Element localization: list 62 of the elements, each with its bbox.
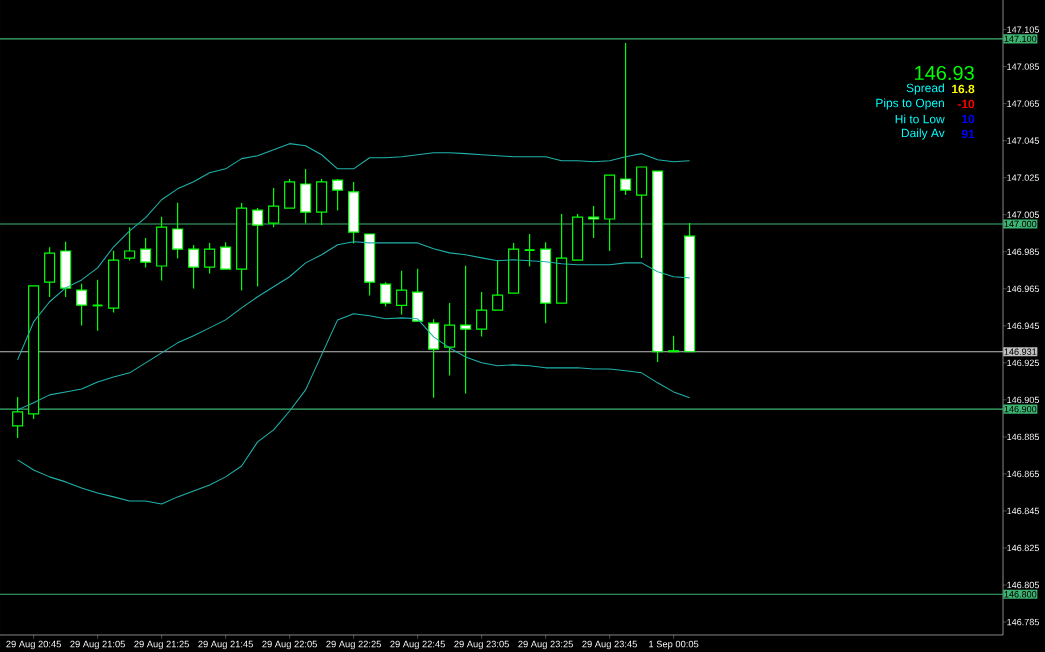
- x-tick-label: 29 Aug 21:25: [134, 640, 189, 650]
- y-tick-label: 146.825: [1007, 544, 1039, 552]
- y-tick-label: 146.905: [1007, 396, 1039, 404]
- x-tick-label: 29 Aug 22:05: [262, 640, 317, 650]
- x-tick-label: 29 Aug 22:25: [326, 640, 381, 650]
- text: Hi to Low: [895, 114, 945, 124]
- y-tick-label: 146.785: [1007, 618, 1039, 626]
- candlestick: [620, 42, 632, 196]
- candlestick: [588, 205, 600, 239]
- candlestick: [460, 265, 472, 395]
- text: Pips to Open: [876, 98, 944, 110]
- candlestick: [124, 226, 136, 262]
- candlestick: [220, 241, 232, 270]
- y-tick-label: 146.965: [1007, 285, 1039, 292]
- x-tick-label: 29 Aug 22:45: [390, 640, 445, 650]
- ref-line-label: 146.931: [1004, 348, 1037, 355]
- y-tick-label: 146.805: [1007, 581, 1039, 589]
- ref-line-label: 146.900: [1004, 405, 1037, 413]
- candlestick: [396, 270, 408, 316]
- x-tick-label: 29 Aug 23:05: [454, 640, 509, 650]
- candlestick: [476, 291, 488, 338]
- y-tick-label: 147.045: [1007, 137, 1039, 144]
- text: Spread: [906, 83, 944, 95]
- x-tick-label: 29 Aug 23:45: [582, 640, 637, 650]
- candlestick: [380, 281, 392, 308]
- y-tick-label: 146.865: [1007, 470, 1039, 478]
- y-tick-label: 147.005: [1007, 211, 1039, 218]
- text: 10: [962, 114, 975, 124]
- x-tick-label: 29 Aug 21:45: [198, 640, 253, 650]
- candlestick: [188, 244, 200, 290]
- y-tick-label: 147.065: [1007, 100, 1039, 107]
- candlestick: [204, 242, 216, 275]
- candlestick: [76, 283, 88, 327]
- candlestick: [523, 233, 536, 268]
- x-tick-label: 29 Aug 21:05: [70, 640, 125, 650]
- x-tick-label: 29 Aug 23:25: [518, 640, 573, 650]
- candlestick: [268, 187, 280, 228]
- y-tick-label: 146.985: [1007, 248, 1039, 255]
- text: 146.93: [915, 65, 974, 81]
- candlestick: [252, 207, 264, 288]
- y-tick-label: 147.085: [1007, 63, 1039, 70]
- y-tick-label: 146.925: [1007, 359, 1039, 367]
- y-tick-label: 147.025: [1007, 174, 1039, 181]
- y-tick-label: 146.885: [1007, 433, 1039, 441]
- y-tick-label: 146.945: [1007, 322, 1039, 330]
- candlestick: [140, 237, 152, 269]
- text: 91: [961, 129, 975, 139]
- candlestick: [172, 202, 184, 260]
- x-tick-label: 29 Aug 20:45: [6, 640, 61, 650]
- ref-line-label: 146.800: [1004, 591, 1037, 598]
- ref-line-label: 147.000: [1004, 220, 1037, 228]
- text: 16.8: [952, 84, 975, 94]
- y-tick-label: 147.105: [1007, 26, 1039, 33]
- candlestick: [492, 259, 504, 311]
- candlestick: [12, 396, 24, 439]
- x-tick-label: 1 Sep 00:05: [649, 640, 699, 650]
- candlestick: [444, 302, 456, 377]
- ref-line-label: 147.100: [1004, 35, 1037, 43]
- text: -10: [957, 99, 975, 109]
- candlestick: [332, 178, 344, 212]
- y-tick-label: 146.845: [1007, 507, 1039, 515]
- text: Daily Av: [901, 128, 945, 140]
